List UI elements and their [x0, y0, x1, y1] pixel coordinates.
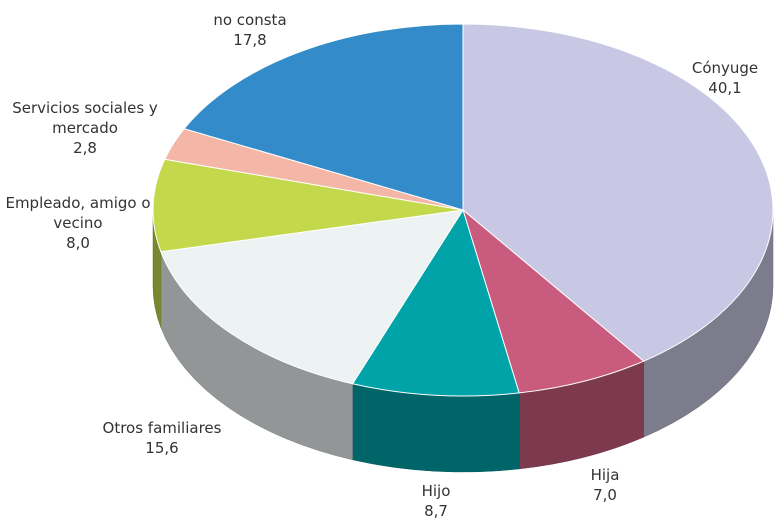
value-label: 7,0 [593, 486, 617, 504]
value-label: 8,0 [66, 234, 90, 252]
category-name: Empleado, amigo o vecino [5, 194, 151, 232]
category-name: no consta [213, 11, 287, 29]
category-name: Hijo [421, 482, 451, 500]
slice [462, 208, 645, 394]
slice [152, 158, 464, 253]
slice [462, 23, 774, 362]
value-label: 40,1 [708, 79, 742, 97]
slice-label: Servicios sociales y mercado 2,8 [0, 98, 170, 158]
slice [183, 23, 464, 211]
slice-label: no consta 17,8 [190, 10, 310, 50]
slice-label: Empleado, amigo o vecino 8,0 [3, 193, 153, 253]
category-name: Otros familiares [102, 419, 222, 437]
slice-label: Cónyuge 40,1 [665, 58, 783, 98]
slice-label: Hijo 8,7 [396, 481, 476, 521]
category-name: Hija [590, 466, 620, 484]
slice [351, 208, 520, 397]
value-label: 8,7 [424, 502, 448, 520]
category-name: Cónyuge [691, 59, 759, 77]
value-label: 2,8 [73, 139, 97, 157]
slice-label: Hija 7,0 [565, 465, 645, 505]
slice-label: Otros familiares 15,6 [82, 418, 242, 458]
category-name: Servicios sociales y mercado [12, 99, 158, 137]
slice-side [352, 383, 520, 473]
value-label: 15,6 [145, 439, 179, 457]
value-label: 17,8 [233, 31, 267, 49]
slice [160, 209, 465, 385]
